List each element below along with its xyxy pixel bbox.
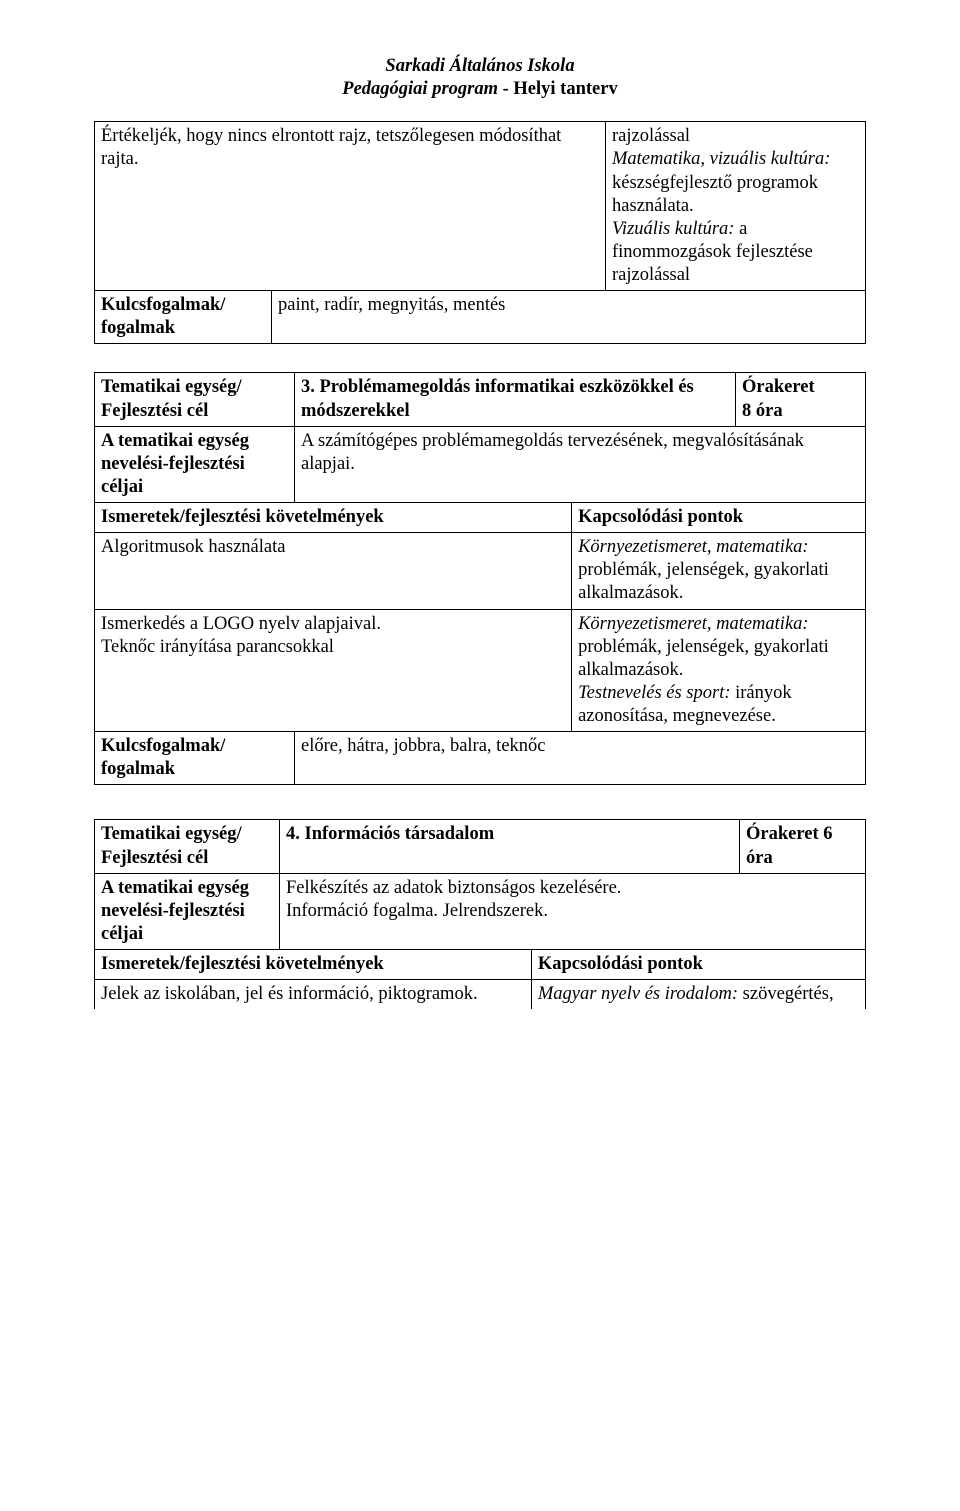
timeframe-label: Órakeret 6 [746,823,859,846]
table-1: Értékeljék, hogy nincs elrontott rajz, t… [94,121,866,344]
table-row: Ismeretek/fejlesztési követelmények Kapc… [95,950,866,980]
header-line2: Pedagógiai program - Helyi tanterv [94,78,866,101]
text-line: rajta. [101,148,599,171]
text-line: rajzolással [612,125,859,148]
header-doc-title: Pedagógiai program [342,79,498,99]
table-row: Tematikai egység/ Fejlesztési cél 3. Pro… [95,373,866,426]
cell-goals-label: A tematikai egység nevelési-fejlesztési … [95,873,280,949]
cell-key-concepts-label: Kulcsfogalmak/ fogalmak [95,732,295,785]
cell-key-concepts-label: Kulcsfogalmak/ fogalmak [95,291,272,344]
table-row: A tematikai egység nevelési-fejlesztési … [95,426,866,502]
cell-key-concepts-value: előre, hátra, jobbra, balra, teknőc [295,732,866,785]
cell-requirements-header: Ismeretek/fejlesztési követelmények [95,503,572,533]
cell-connections: Magyar nyelv és irodalom: szövegértés, [531,980,865,1010]
table-row: Jelek az iskolában, jel és információ, p… [95,980,866,1010]
subject-italic: Magyar nyelv és irodalom: [538,984,738,1004]
text-line: Ismerkedés a LOGO nyelv alapjaival. [101,613,565,636]
page-header: Sarkadi Általános Iskola Pedagógiai prog… [94,55,866,101]
timeframe-value: 8 óra [742,400,859,423]
cell-goals-label: A tematikai egység nevelési-fejlesztési … [95,426,295,502]
cell-connections-header: Kapcsolódási pontok [531,950,865,980]
cell-thematic-unit-label: Tematikai egység/ Fejlesztési cél [95,373,295,426]
cell-thematic-unit-label: Tematikai egység/ Fejlesztési cél [95,820,280,873]
text-line: Információ fogalma. Jelrendszerek. [286,900,859,923]
cell-thematic-unit-title: 3. Problémamegoldás informatikai eszközö… [295,373,736,426]
cell-timeframe: Órakeret 8 óra [736,373,866,426]
table-2: Tematikai egység/ Fejlesztési cél 3. Pro… [94,372,866,785]
table-row: Tematikai egység/ Fejlesztési cél 4. Inf… [95,820,866,873]
cell-requirements-header: Ismeretek/fejlesztési követelmények [95,950,532,980]
cell-key-concepts-value: paint, radír, megnyitás, mentés [272,291,866,344]
cell-assessment-text: Értékeljék, hogy nincs elrontott rajz, t… [95,122,606,291]
subject-italic: Matematika, vizuális kultúra: [612,149,830,169]
cell-connections: Környezetismeret, matematika: problémák,… [572,533,866,609]
cell-connections: rajzolással Matematika, vizuális kultúra… [606,122,866,291]
table-row: A tematikai egység nevelési-fejlesztési … [95,873,866,949]
table-row: Ismeretek/fejlesztési követelmények Kapc… [95,503,866,533]
cell-requirement: Jelek az iskolában, jel és információ, p… [95,980,532,1010]
subject-italic: Testnevelés és sport: [578,683,730,703]
cell-connections: Környezetismeret, matematika: problémák,… [572,609,866,732]
subject-italic: Környezetismeret, matematika: [578,537,809,557]
header-line1: Sarkadi Általános Iskola [94,55,866,78]
header-institution: Sarkadi Általános Iskola [385,56,574,76]
text-line: Értékeljék, hogy nincs elrontott rajz, t… [101,125,599,148]
timeframe-label: Órakeret [742,376,859,399]
subject-txt: problémák, jelenségek, gyakorlati alkalm… [578,637,829,680]
text-line: Teknőc irányítása parancsokkal [101,636,565,659]
header-sep: - [498,79,513,99]
cell-thematic-unit-title: 4. Információs társadalom [280,820,740,873]
header-subtitle: Helyi tanterv [513,79,617,99]
table-row: Algoritmusok használata Környezetismeret… [95,533,866,609]
cell-goals-value: Felkészítés az adatok biztonságos kezelé… [280,873,866,949]
cell-connections-header: Kapcsolódási pontok [572,503,866,533]
table-row: Értékeljék, hogy nincs elrontott rajz, t… [95,122,866,291]
subject-txt: szövegértés, [738,984,834,1004]
cell-goals-value: A számítógépes problémamegoldás tervezés… [295,426,866,502]
cell-requirement: Algoritmusok használata [95,533,572,609]
table-3: Tematikai egység/ Fejlesztési cél 4. Inf… [94,819,866,1009]
timeframe-value: óra [746,847,859,870]
table-row: Kulcsfogalmak/ fogalmak paint, radír, me… [95,291,866,344]
table-row: Kulcsfogalmak/ fogalmak előre, hátra, jo… [95,732,866,785]
subject-txt: problémák, jelenségek, gyakorlati alkalm… [578,560,829,603]
subject-italic: Vizuális kultúra: [612,219,734,239]
subject-italic: Környezetismeret, matematika: [578,614,809,634]
cell-timeframe: Órakeret 6 óra [740,820,866,873]
table-row: Ismerkedés a LOGO nyelv alapjaival. Tekn… [95,609,866,732]
cell-requirement: Ismerkedés a LOGO nyelv alapjaival. Tekn… [95,609,572,732]
text-line: Felkészítés az adatok biztonságos kezelé… [286,877,859,900]
subject-txt: készségfejlesztő programok használata. [612,173,818,216]
